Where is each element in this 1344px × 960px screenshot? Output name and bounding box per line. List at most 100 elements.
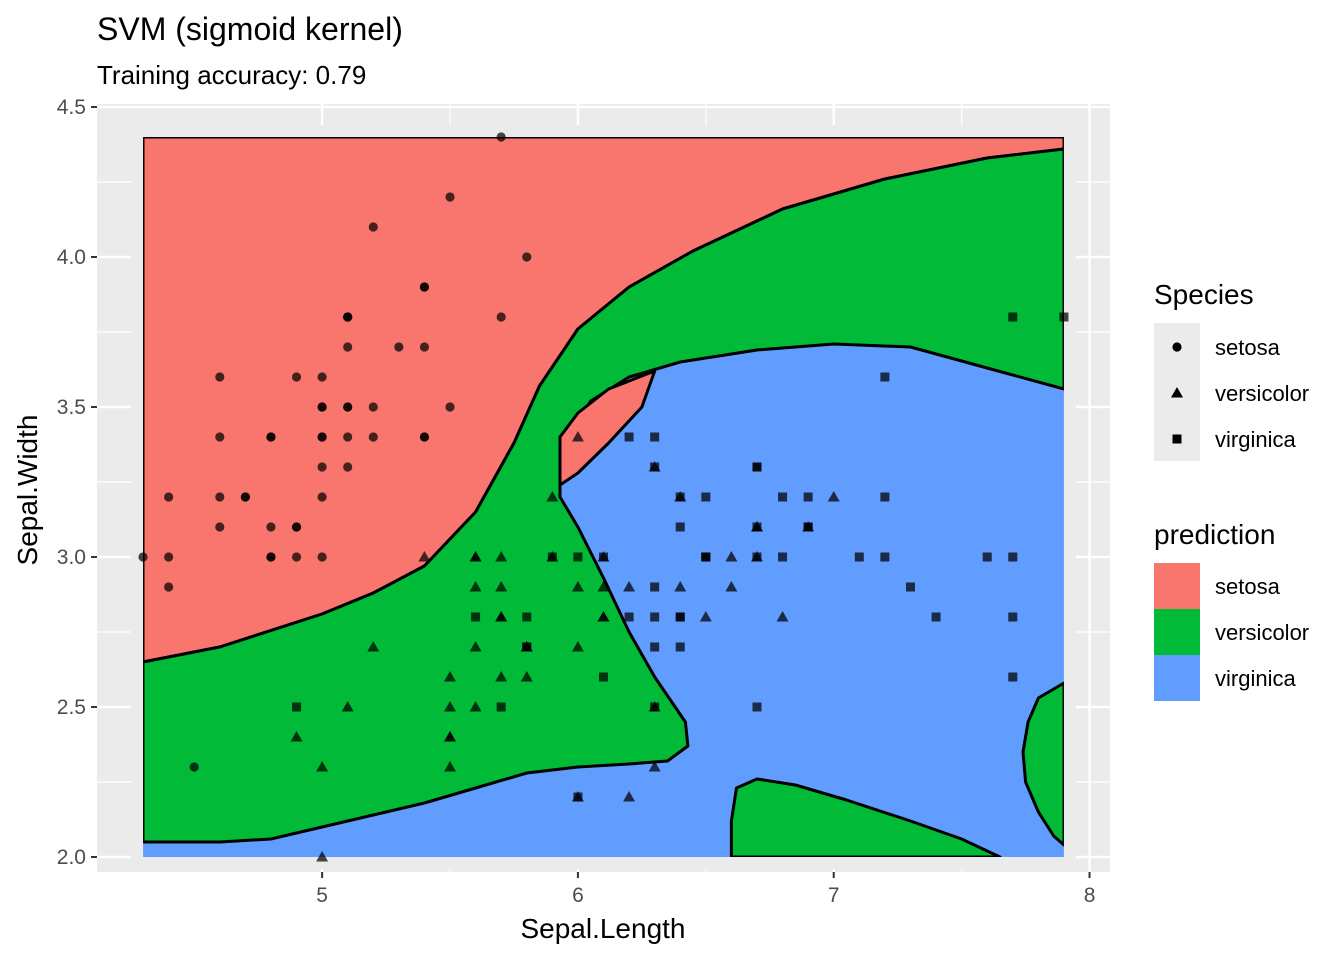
point-setosa (317, 462, 327, 472)
legend-prediction-title: prediction (1154, 519, 1275, 550)
point-virginica (982, 552, 992, 562)
point-virginica (880, 552, 890, 562)
point-virginica (650, 642, 660, 652)
point-versicolor (725, 551, 738, 562)
legend-species-title: Species (1154, 279, 1254, 310)
point-virginica (675, 492, 685, 502)
point-setosa (317, 402, 327, 412)
point-versicolor (546, 491, 559, 502)
point-virginica (547, 552, 557, 562)
x-tick-label: 5 (316, 884, 328, 907)
region-edge-mask (131, 125, 1076, 869)
point-setosa (266, 432, 276, 442)
point-setosa (343, 402, 353, 412)
point-virginica (675, 642, 685, 652)
point-virginica (803, 492, 813, 502)
point-setosa (445, 192, 455, 202)
y-axis-label: Sepal.Width (12, 415, 43, 566)
point-setosa (164, 552, 174, 562)
point-versicolor (367, 641, 380, 652)
point-setosa (394, 342, 404, 352)
point-setosa (368, 432, 378, 442)
point-versicolor (316, 761, 329, 772)
point-setosa (317, 432, 327, 442)
point-versicolor (469, 551, 482, 562)
point-setosa (368, 222, 378, 232)
point-versicolor (623, 581, 636, 592)
point-setosa (164, 582, 174, 592)
y-tick-label: 4.0 (57, 246, 86, 269)
point-versicolor (520, 671, 533, 682)
point-setosa (343, 462, 353, 472)
point-versicolor (495, 581, 508, 592)
point-setosa (368, 402, 378, 412)
point-versicolor (597, 611, 610, 622)
point-versicolor (444, 701, 457, 712)
point-virginica (599, 672, 608, 682)
legend-key-circle (1172, 342, 1182, 352)
legend-species: Species setosa versicolor virginica (1154, 279, 1309, 461)
y-tick-label: 2.5 (57, 696, 86, 719)
point-setosa (215, 492, 225, 502)
point-virginica (752, 552, 762, 562)
point-versicolor (290, 731, 303, 742)
point-versicolor (418, 551, 431, 562)
point-versicolor (725, 581, 738, 592)
point-setosa (291, 372, 302, 382)
legend-prediction-label: virginica (1215, 666, 1296, 691)
y-tick-label: 3.0 (57, 546, 86, 569)
point-virginica (752, 462, 762, 472)
point-virginica (650, 462, 660, 472)
legend-species-keys: setosa versicolor virginica (1171, 335, 1309, 452)
point-versicolor (674, 581, 687, 592)
point-virginica (573, 552, 583, 562)
point-virginica (778, 492, 788, 502)
y-axis: 2.0 2.5 3.0 3.5 4.0 4.5 (57, 96, 97, 869)
legend-key-square (1172, 434, 1182, 444)
point-setosa (164, 492, 174, 502)
point-virginica (1008, 612, 1018, 622)
point-versicolor (776, 611, 789, 622)
point-setosa (419, 432, 430, 442)
y-tick-label: 3.5 (57, 396, 86, 419)
point-setosa (343, 312, 353, 322)
point-virginica (650, 432, 660, 442)
point-virginica (496, 702, 506, 712)
region-versicolor (141, 147, 1066, 844)
point-virginica (1008, 672, 1018, 682)
point-versicolor (648, 761, 661, 772)
point-setosa (419, 342, 430, 352)
data-points (138, 132, 1069, 862)
point-setosa (240, 492, 250, 502)
point-versicolor (571, 641, 584, 652)
point-virginica (292, 702, 302, 712)
region-versicolor (729, 777, 1002, 859)
point-setosa (522, 252, 532, 262)
point-setosa (266, 522, 276, 532)
x-axis-label: Sepal.Length (520, 913, 685, 944)
point-setosa (317, 492, 327, 502)
point-setosa (496, 132, 506, 142)
x-tick-label: 6 (572, 884, 584, 907)
legend-key-swatch (1154, 563, 1200, 609)
legend-species-label: versicolor (1215, 381, 1309, 406)
point-versicolor (316, 851, 329, 862)
point-virginica (650, 702, 660, 712)
x-axis: 5 6 7 8 (316, 872, 1095, 907)
chart-title: SVM (sigmoid kernel) (97, 11, 403, 47)
point-virginica (752, 702, 762, 712)
point-setosa (317, 372, 327, 382)
point-versicolor (469, 641, 482, 652)
legend-prediction-label: versicolor (1215, 620, 1309, 645)
point-virginica (803, 522, 813, 532)
legend-prediction: prediction setosa versicolor virginica (1154, 519, 1309, 701)
point-setosa (266, 552, 276, 562)
point-virginica (880, 492, 890, 502)
point-versicolor (699, 611, 712, 622)
point-versicolor (341, 701, 354, 712)
point-virginica (599, 552, 608, 562)
point-versicolor (444, 761, 457, 772)
point-versicolor (495, 671, 508, 682)
point-virginica (650, 612, 660, 622)
legend-species-label: virginica (1215, 427, 1296, 452)
